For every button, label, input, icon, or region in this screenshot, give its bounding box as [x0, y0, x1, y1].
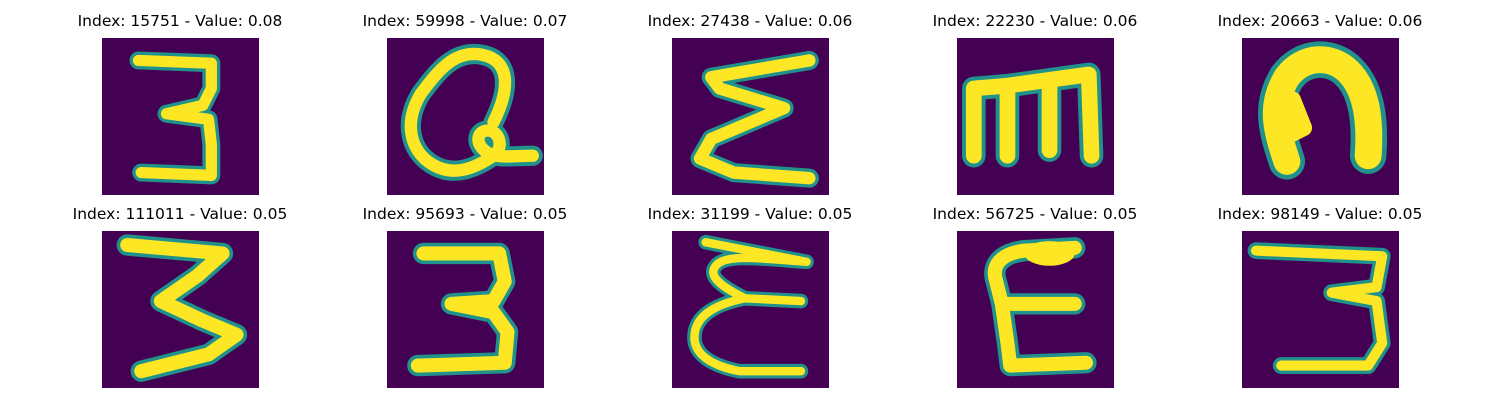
panel-4: Index: 22230 - Value: 0.06 — [920, 10, 1150, 195]
panel-3: Index: 27438 - Value: 0.06 — [635, 10, 865, 195]
digit-E-image — [957, 231, 1114, 388]
panel-title: Index: 15751 - Value: 0.08 — [77, 12, 283, 30]
panel-10: Index: 98149 - Value: 0.05 — [1205, 203, 1435, 388]
panel-title: Index: 59998 - Value: 0.07 — [362, 12, 568, 30]
panel-1: Index: 15751 - Value: 0.08 — [65, 10, 295, 195]
panel-title: Index: 56725 - Value: 0.05 — [932, 205, 1138, 223]
digit-3-image — [1242, 231, 1399, 388]
digit-sigma-image — [672, 38, 829, 195]
digit-m-image — [957, 38, 1114, 195]
panel-title: Index: 31199 - Value: 0.05 — [647, 205, 853, 223]
digit-3-image — [102, 38, 259, 195]
digit-3-image — [102, 231, 259, 388]
panel-title: Index: 22230 - Value: 0.06 — [932, 12, 1138, 30]
panel-7: Index: 95693 - Value: 0.05 — [350, 203, 580, 388]
panel-2: Index: 59998 - Value: 0.07 — [350, 10, 580, 195]
panel-title: Index: 27438 - Value: 0.06 — [647, 12, 853, 30]
digit-n-image — [1242, 38, 1399, 195]
digit-3-image — [387, 231, 544, 388]
panel-title: Index: 95693 - Value: 0.05 — [362, 205, 568, 223]
panel-5: Index: 20663 - Value: 0.06 — [1205, 10, 1435, 195]
digit-loop-image — [387, 38, 544, 195]
digit-epsilon-image — [672, 231, 829, 388]
panel-9: Index: 56725 - Value: 0.05 — [920, 203, 1150, 388]
panel-8: Index: 31199 - Value: 0.05 — [635, 203, 865, 388]
panel-title: Index: 111011 - Value: 0.05 — [72, 205, 288, 223]
panel-title: Index: 98149 - Value: 0.05 — [1217, 205, 1423, 223]
panel-6: Index: 111011 - Value: 0.05 — [65, 203, 295, 388]
panel-title: Index: 20663 - Value: 0.06 — [1217, 12, 1423, 30]
